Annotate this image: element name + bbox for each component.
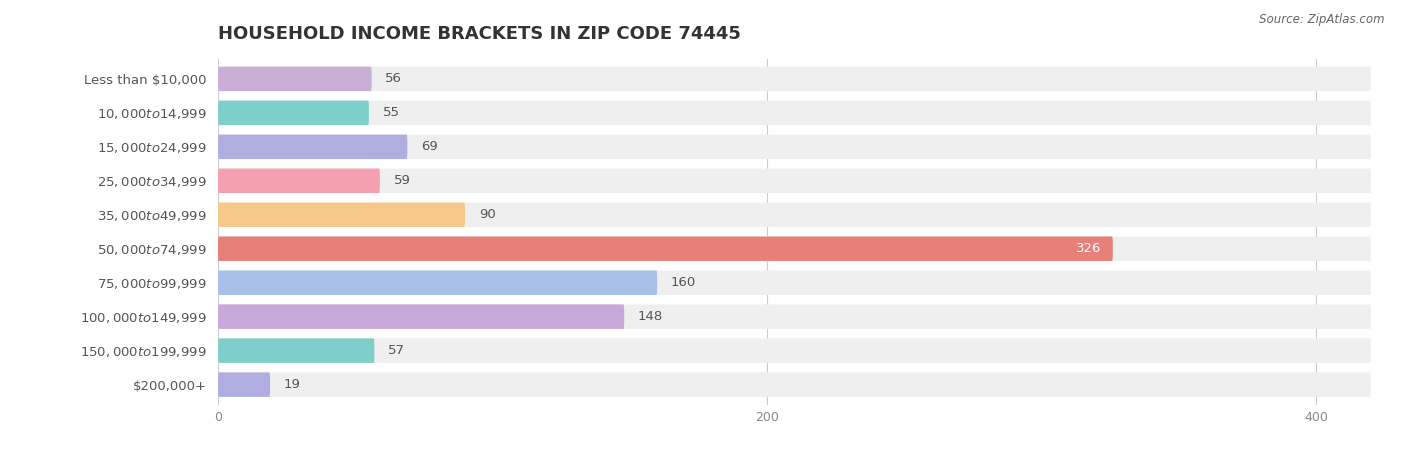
FancyBboxPatch shape bbox=[218, 101, 1371, 125]
FancyBboxPatch shape bbox=[218, 270, 1371, 295]
Text: 90: 90 bbox=[478, 208, 495, 221]
FancyBboxPatch shape bbox=[218, 373, 270, 397]
FancyBboxPatch shape bbox=[218, 237, 1112, 261]
FancyBboxPatch shape bbox=[218, 202, 465, 227]
FancyBboxPatch shape bbox=[218, 305, 1371, 329]
FancyBboxPatch shape bbox=[218, 135, 408, 159]
FancyBboxPatch shape bbox=[218, 338, 1371, 363]
FancyBboxPatch shape bbox=[218, 373, 1371, 397]
FancyBboxPatch shape bbox=[218, 67, 1371, 91]
FancyBboxPatch shape bbox=[218, 237, 1371, 261]
Text: Source: ZipAtlas.com: Source: ZipAtlas.com bbox=[1260, 14, 1385, 27]
FancyBboxPatch shape bbox=[218, 305, 624, 329]
Text: 59: 59 bbox=[394, 174, 411, 187]
FancyBboxPatch shape bbox=[218, 169, 1371, 193]
FancyBboxPatch shape bbox=[218, 135, 1371, 159]
FancyBboxPatch shape bbox=[218, 67, 371, 91]
FancyBboxPatch shape bbox=[218, 338, 374, 363]
Text: 160: 160 bbox=[671, 276, 696, 289]
Text: HOUSEHOLD INCOME BRACKETS IN ZIP CODE 74445: HOUSEHOLD INCOME BRACKETS IN ZIP CODE 74… bbox=[218, 25, 741, 43]
Text: 326: 326 bbox=[1077, 242, 1102, 255]
Text: 148: 148 bbox=[638, 310, 664, 323]
Text: 57: 57 bbox=[388, 344, 405, 357]
FancyBboxPatch shape bbox=[218, 101, 368, 125]
Text: 55: 55 bbox=[382, 106, 399, 119]
Text: 69: 69 bbox=[420, 140, 437, 153]
FancyBboxPatch shape bbox=[218, 202, 1371, 227]
Text: 56: 56 bbox=[385, 72, 402, 86]
FancyBboxPatch shape bbox=[218, 270, 657, 295]
Text: 19: 19 bbox=[284, 378, 301, 391]
FancyBboxPatch shape bbox=[218, 169, 380, 193]
